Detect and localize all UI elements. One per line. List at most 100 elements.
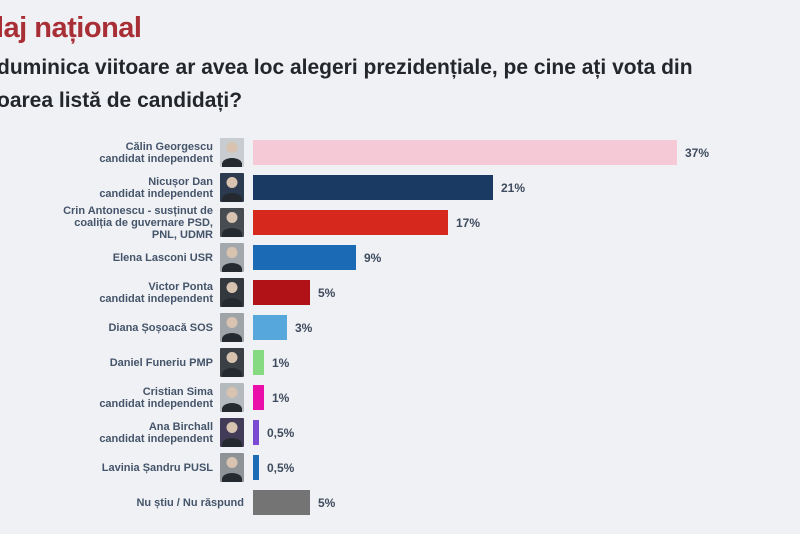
value-label: 37% bbox=[685, 145, 710, 160]
person-torso-icon bbox=[222, 193, 242, 202]
person-head-icon bbox=[226, 422, 238, 433]
candidate-label-line: Lavinia Șandru PUSL bbox=[101, 461, 213, 474]
person-torso-icon bbox=[222, 158, 242, 167]
value-label: 21% bbox=[501, 180, 526, 195]
person-head-icon bbox=[226, 177, 238, 188]
chart-row: Elena Lasconi USR 9% bbox=[0, 240, 800, 275]
person-head-icon bbox=[226, 317, 238, 328]
person-head-icon bbox=[226, 247, 238, 258]
candidate-label-line: Cristian Sima bbox=[142, 385, 213, 398]
bar bbox=[253, 350, 264, 375]
candidate-label-line: Călin Georgescu bbox=[125, 140, 213, 153]
bar-area: 37% bbox=[253, 140, 709, 165]
bar bbox=[253, 455, 259, 480]
bar bbox=[253, 245, 356, 270]
candidate-label: Cristian Sima candidat independent bbox=[0, 386, 213, 410]
chart-row: Victor Ponta candidat independent 5% bbox=[0, 275, 800, 310]
bar bbox=[253, 140, 677, 165]
page-title: laj național bbox=[0, 12, 142, 44]
person-head-icon bbox=[226, 212, 238, 223]
bar bbox=[253, 385, 264, 410]
value-label: 5% bbox=[318, 495, 336, 510]
candidate-photo bbox=[220, 453, 244, 482]
candidate-photo bbox=[220, 278, 244, 307]
poll-question-line-2: oarea listă de candidați? bbox=[0, 89, 243, 112]
candidate-label-line: candidat independent bbox=[99, 187, 213, 200]
person-torso-icon bbox=[222, 473, 242, 482]
candidate-label-line: Daniel Funeriu PMP bbox=[109, 356, 213, 369]
bar bbox=[253, 490, 310, 515]
candidate-label: Victor Ponta candidat independent bbox=[0, 281, 213, 305]
bar-area: 3% bbox=[253, 315, 312, 340]
person-torso-icon bbox=[222, 298, 242, 307]
chart-row: Daniel Funeriu PMP 1% bbox=[0, 345, 800, 380]
candidate-label: Elena Lasconi USR bbox=[0, 252, 213, 264]
candidate-photo bbox=[220, 418, 244, 447]
value-label: 1% bbox=[272, 390, 290, 405]
bar-area: 0,5% bbox=[253, 455, 294, 480]
chart-row: Crin Antonescu - susținut de coaliția de … bbox=[0, 205, 800, 241]
chart-row: Ana Birchall candidat independent 0,5% bbox=[0, 415, 800, 450]
chart-row: Nicușor Dan candidat independent 21% bbox=[0, 170, 800, 205]
person-head-icon bbox=[226, 457, 238, 468]
candidate-label-line: candidat independent bbox=[99, 397, 213, 410]
candidate-label: Ana Birchall candidat independent bbox=[0, 421, 213, 445]
value-label: 0,5% bbox=[267, 425, 295, 440]
candidate-photo bbox=[220, 313, 244, 342]
chart-row: Călin Georgescu candidat independent 37% bbox=[0, 135, 800, 170]
person-torso-icon bbox=[222, 333, 242, 342]
person-torso-icon bbox=[222, 368, 242, 377]
candidate-label: Nicușor Dan candidat independent bbox=[0, 176, 213, 200]
candidate-label-line: candidat independent bbox=[99, 152, 213, 165]
candidate-label-line: Diana Șoșoacă SOS bbox=[108, 321, 213, 334]
bar-area: 5% bbox=[253, 490, 335, 515]
bar-area: 0,5% bbox=[253, 420, 294, 445]
candidate-label: Daniel Funeriu PMP bbox=[0, 357, 213, 369]
value-label: 9% bbox=[364, 250, 382, 265]
chart-row: Lavinia Șandru PUSL 0,5% bbox=[0, 450, 800, 485]
value-label: 1% bbox=[272, 355, 290, 370]
candidate-label: Crin Antonescu - susținut de coaliția de … bbox=[0, 205, 213, 241]
person-torso-icon bbox=[222, 263, 242, 272]
bar-area: 1% bbox=[253, 385, 289, 410]
candidate-label-line: coaliția de guvernare PSD, bbox=[74, 216, 213, 229]
candidate-photo bbox=[220, 348, 244, 377]
bar bbox=[253, 420, 259, 445]
poll-question-line-1: duminica viitoare ar avea loc alegeri pr… bbox=[0, 56, 693, 79]
person-head-icon bbox=[226, 387, 238, 398]
candidate-photo bbox=[220, 173, 244, 202]
candidate-label: Diana Șoșoacă SOS bbox=[0, 322, 213, 334]
bar bbox=[253, 175, 493, 200]
value-label: 0,5% bbox=[267, 460, 295, 475]
candidate-label: Călin Georgescu candidat independent bbox=[0, 141, 213, 165]
bar-area: 1% bbox=[253, 350, 289, 375]
person-head-icon bbox=[226, 352, 238, 363]
candidate-label-line: candidat independent bbox=[99, 432, 213, 445]
value-label: 17% bbox=[456, 215, 481, 230]
candidate-photo bbox=[220, 383, 244, 412]
candidate-label: Nu știu / Nu răspund bbox=[0, 497, 244, 509]
candidate-label-line: candidat independent bbox=[99, 292, 213, 305]
chart: Călin Georgescu candidat independent 37% … bbox=[0, 135, 800, 520]
candidate-label-line: Nu știu / Nu răspund bbox=[136, 496, 244, 509]
candidate-label-line: Nicușor Dan bbox=[148, 175, 213, 188]
person-torso-icon bbox=[222, 228, 242, 237]
bar-area: 17% bbox=[253, 210, 480, 235]
bar-area: 5% bbox=[253, 280, 335, 305]
chart-row: Diana Șoșoacă SOS 3% bbox=[0, 310, 800, 345]
candidate-label-line: PNL, UDMR bbox=[151, 228, 213, 241]
candidate-label-line: Ana Birchall bbox=[148, 420, 213, 433]
person-torso-icon bbox=[222, 438, 242, 447]
bar-area: 21% bbox=[253, 175, 525, 200]
bar bbox=[253, 315, 287, 340]
candidate-label-line: Victor Ponta bbox=[148, 280, 213, 293]
person-torso-icon bbox=[222, 403, 242, 412]
value-label: 3% bbox=[295, 320, 313, 335]
candidate-photo bbox=[220, 243, 244, 272]
person-head-icon bbox=[226, 142, 238, 153]
candidate-label-line: Elena Lasconi USR bbox=[112, 251, 213, 264]
bar bbox=[253, 280, 310, 305]
candidate-photo bbox=[220, 208, 244, 237]
person-head-icon bbox=[226, 282, 238, 293]
